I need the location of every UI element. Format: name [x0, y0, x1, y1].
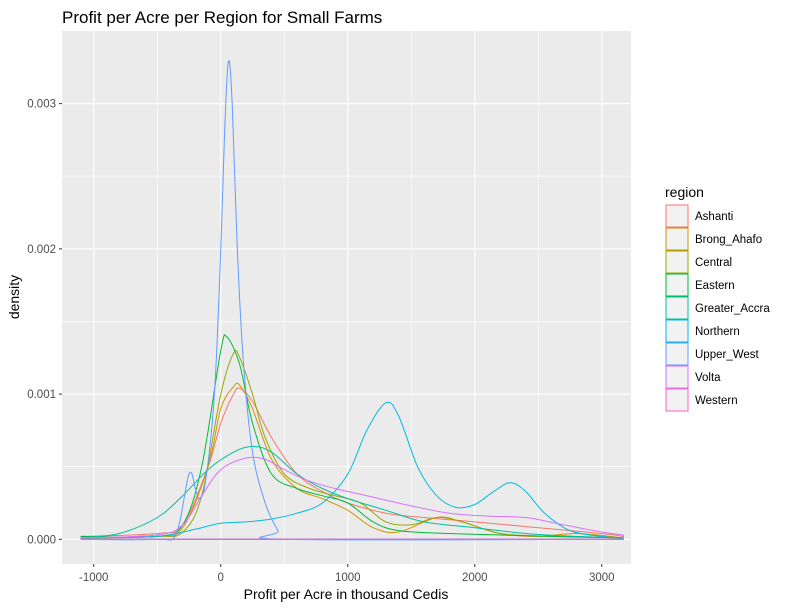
density-line-eastern: [80, 334, 624, 540]
x-axis: -1000 0 1000 2000 3000: [79, 564, 615, 584]
chart-title: Profit per Acre per Region for Small Far…: [62, 8, 382, 27]
density-lines: [80, 60, 624, 541]
legend-label: Upper_West: [695, 349, 760, 361]
grid-minor: [62, 31, 631, 564]
legend: Ashanti Brong_Ahafo Central Eastern Greater_…: [665, 204, 770, 412]
density-line-upper-west: [80, 60, 624, 541]
legend-key: [665, 365, 689, 389]
legend-key: [665, 204, 689, 228]
legend-key: [665, 250, 689, 274]
x-tick-label: 3000: [589, 572, 615, 584]
x-tick-label: 2000: [462, 572, 488, 584]
legend-label: Greater_Accra: [695, 303, 770, 315]
density-line-volta: [80, 456, 624, 540]
legend-key: [665, 273, 689, 297]
legend-key: [665, 296, 689, 320]
x-tick-label: 0: [218, 572, 224, 584]
legend-key: [665, 388, 689, 412]
y-tick-label: 0.002: [27, 244, 56, 256]
y-tick-label: 0.003: [27, 99, 56, 111]
y-axis: 0.000 0.001 0.002 0.003: [27, 99, 62, 546]
x-axis-label: Profit per Acre in thousand Cedis: [244, 586, 449, 602]
legend-label: Volta: [695, 372, 721, 384]
density-line-central: [80, 349, 624, 540]
x-tick-label: 1000: [335, 572, 361, 584]
legend-label: Northern: [695, 326, 740, 338]
legend-label: Western: [695, 395, 738, 407]
legend-key: [665, 319, 689, 343]
legend-key: [665, 342, 689, 366]
y-tick-label: 0.001: [27, 389, 56, 401]
plot-panel: [62, 31, 631, 564]
legend-label: Central: [695, 257, 732, 269]
legend-title: region: [665, 184, 704, 200]
legend-label: Ashanti: [695, 211, 733, 223]
y-tick-label: 0.000: [27, 534, 56, 546]
legend-label: Brong_Ahafo: [695, 234, 762, 246]
legend-key: [665, 227, 689, 251]
x-tick-label: -1000: [79, 572, 108, 584]
legend-label: Eastern: [695, 280, 735, 292]
density-line-northern: [80, 401, 624, 540]
density-line-greater-accra: [80, 445, 624, 540]
y-axis-label: density: [6, 275, 22, 319]
